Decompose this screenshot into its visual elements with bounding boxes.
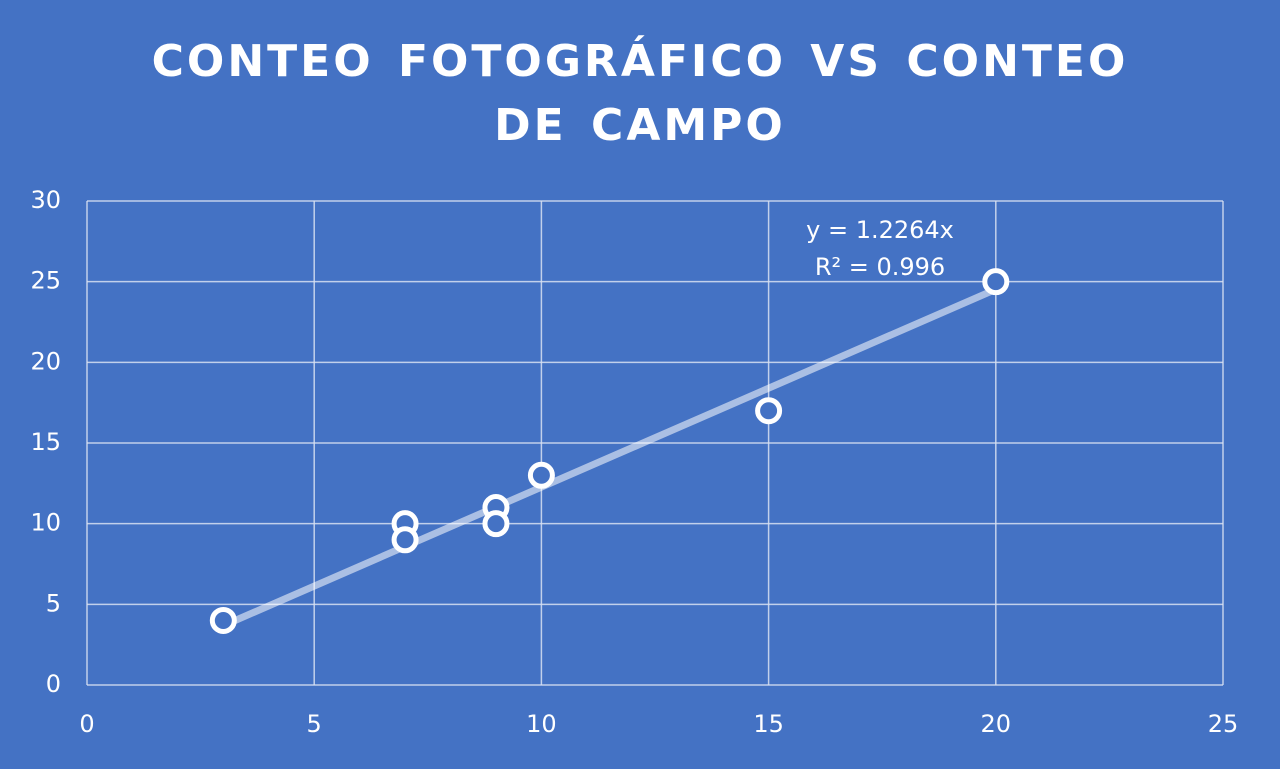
trendline-annotation: y = 1.2264x (806, 216, 954, 244)
x-tick-label: 15 (753, 710, 784, 738)
x-tick-label: 0 (79, 710, 94, 738)
trendline (219, 285, 1000, 630)
y-tick-label: 20 (30, 347, 61, 375)
x-tick-label: 25 (1208, 710, 1239, 738)
x-tick-label: 5 (307, 710, 322, 738)
x-tick-label: 10 (526, 710, 557, 738)
data-point (755, 397, 783, 425)
data-point (982, 268, 1010, 296)
chart-title: CONTEO FOTOGRÁFICO VS CONTEO DE CAMPO (151, 36, 1129, 151)
y-tick-label: 30 (30, 186, 61, 214)
trendline-annotation: R² = 0.996 (815, 253, 945, 281)
y-tick-label: 25 (30, 267, 61, 295)
x-tick-label: 20 (981, 710, 1012, 738)
data-point (209, 606, 237, 634)
y-tick-label: 10 (30, 509, 61, 537)
data-point (527, 461, 555, 489)
data-point (482, 510, 510, 538)
y-tick-label: 0 (46, 670, 61, 698)
data-point (391, 526, 419, 554)
y-tick-label: 15 (30, 428, 61, 456)
y-tick-label: 5 (46, 589, 61, 617)
